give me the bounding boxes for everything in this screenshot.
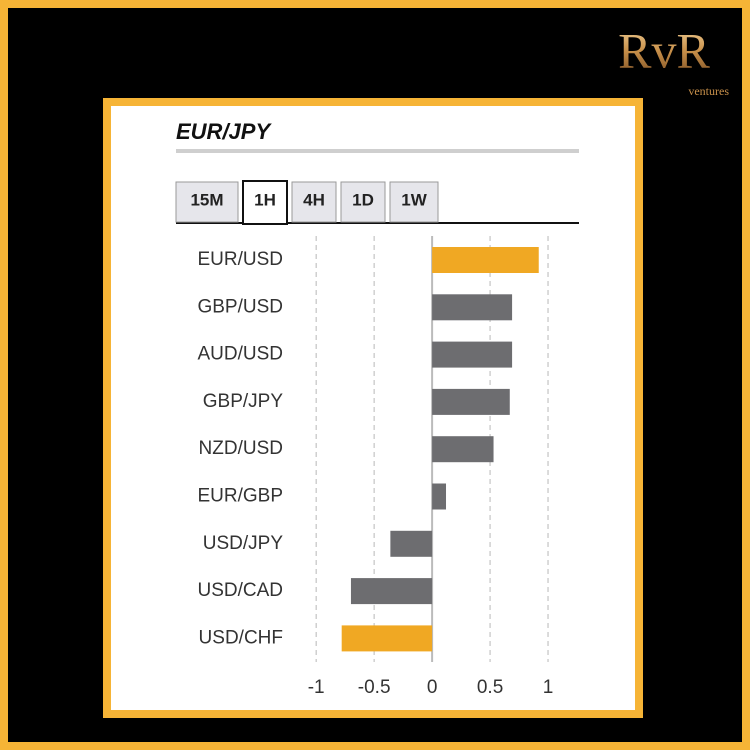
tab[interactable] bbox=[340, 181, 386, 223]
bar bbox=[432, 294, 513, 321]
tab-label[interactable]: 4H bbox=[303, 190, 325, 209]
y-tick-label: EUR/GBP bbox=[197, 486, 283, 507]
tab-label[interactable]: 1D bbox=[352, 190, 374, 209]
tab[interactable] bbox=[389, 181, 439, 223]
x-tick-label: -0.5 bbox=[358, 677, 391, 698]
y-tick-label: NZD/USD bbox=[199, 438, 283, 459]
y-tick-label: AUD/USD bbox=[197, 344, 283, 365]
tab-label[interactable]: 1H bbox=[254, 190, 276, 209]
tab-label[interactable]: 15M bbox=[190, 190, 223, 209]
tab[interactable] bbox=[242, 180, 288, 225]
y-tick-label: GBP/USD bbox=[197, 296, 283, 317]
tab-label[interactable]: 1W bbox=[401, 190, 427, 209]
y-tick-label: USD/CAD bbox=[197, 580, 283, 601]
bar bbox=[432, 388, 510, 415]
y-tick-label: USD/JPY bbox=[203, 533, 284, 554]
tab[interactable] bbox=[175, 181, 239, 223]
bar bbox=[390, 530, 433, 557]
bar bbox=[432, 247, 539, 273]
bar bbox=[432, 483, 447, 510]
x-tick-label: 1 bbox=[543, 677, 554, 698]
x-tick-label: 0.5 bbox=[477, 677, 503, 698]
tab[interactable] bbox=[291, 181, 337, 223]
bar bbox=[341, 625, 433, 652]
chart-title: EUR/JPY bbox=[176, 119, 272, 144]
brand-tagline: ventures bbox=[688, 84, 729, 98]
bar bbox=[432, 436, 494, 463]
bar bbox=[350, 578, 433, 605]
y-tick-label: USD/CHF bbox=[199, 627, 283, 648]
brand-name: RvR bbox=[618, 22, 710, 78]
y-tick-label: GBP/JPY bbox=[203, 391, 284, 412]
y-tick-label: EUR/USD bbox=[197, 249, 283, 270]
x-tick-label: 0 bbox=[427, 677, 438, 698]
title-rule bbox=[176, 149, 579, 153]
x-tick-label: -1 bbox=[308, 677, 325, 698]
bar bbox=[432, 341, 513, 368]
